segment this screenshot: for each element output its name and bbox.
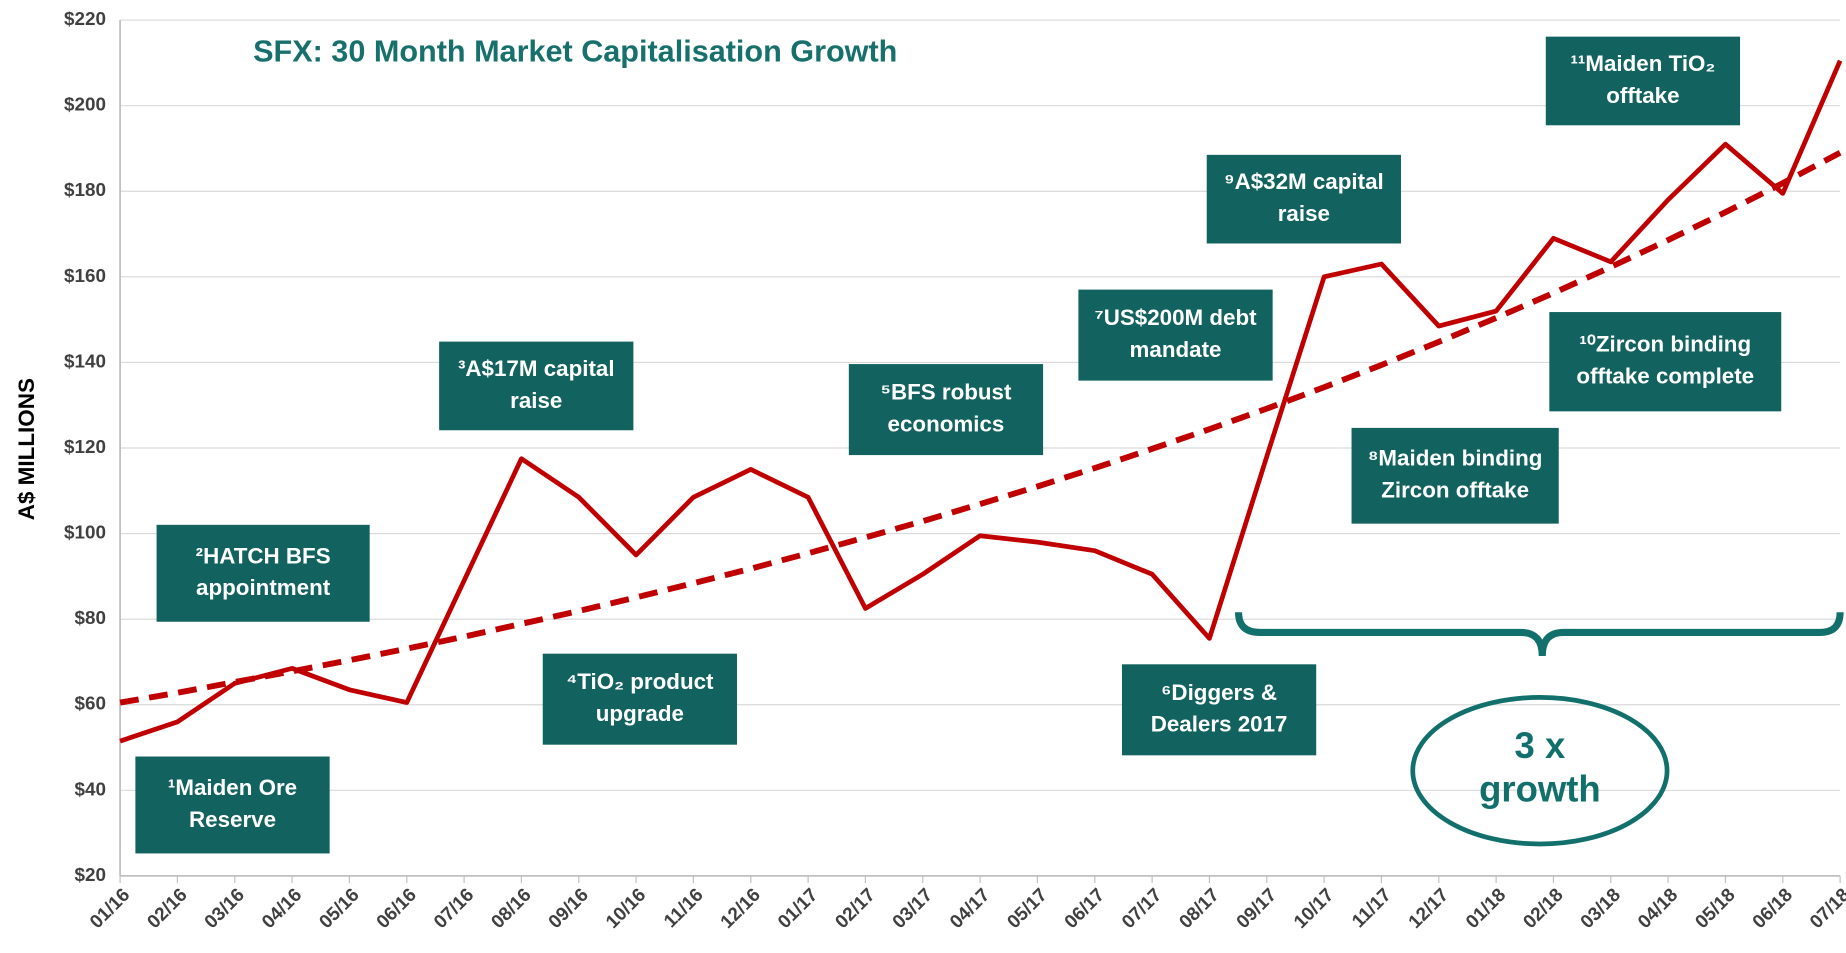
x-tick-label: 11/16 [659, 884, 706, 932]
callout-text: growth [1479, 769, 1601, 810]
x-tick-label: 03/18 [1576, 884, 1624, 932]
annotation-text: ⁹A$32M capital [1224, 169, 1384, 194]
x-tick-label: 08/16 [487, 884, 535, 932]
growth-ellipse [1410, 695, 1670, 847]
y-tick-label: $100 [64, 522, 106, 543]
x-tick-label: 10/16 [601, 884, 649, 932]
annotation-box [1351, 427, 1559, 524]
x-tick-label: 10/17 [1289, 884, 1337, 932]
annotation-text: ¹¹Maiden TiO₂ [1570, 51, 1715, 76]
annotation-box [542, 653, 737, 745]
annotation-text: Dealers 2017 [1151, 712, 1288, 737]
x-tick-label: 05/17 [1003, 884, 1051, 932]
x-tick-label: 06/18 [1748, 884, 1796, 932]
x-tick-label: 07/16 [429, 884, 477, 932]
annotation-text: offtake [1606, 83, 1679, 108]
annotation-box [848, 364, 1044, 456]
y-tick-label: $140 [64, 350, 106, 371]
x-tick-label: 06/16 [372, 884, 420, 932]
x-tick-label: 04/16 [257, 884, 305, 932]
x-tick-label: 07/17 [1117, 884, 1165, 932]
annotation-text: ⁶Diggers & [1161, 680, 1277, 705]
y-tick-label: $80 [75, 607, 106, 628]
x-tick-label: 02/18 [1519, 884, 1567, 932]
x-tick-label: 09/16 [544, 884, 592, 932]
x-tick-label: 01/17 [773, 884, 821, 932]
y-tick-label: $60 [75, 693, 106, 714]
annotation-text: Reserve [189, 807, 276, 832]
x-tick-label: 02/17 [831, 884, 879, 932]
annotation-box [1121, 664, 1317, 756]
annotation-text: raise [510, 388, 562, 413]
x-tick-label: 05/16 [315, 884, 363, 932]
annotation-text: ¹⁰Zircon binding [1579, 332, 1751, 357]
x-tick-label: 03/17 [888, 884, 936, 932]
annotation-text: raise [1278, 201, 1330, 226]
trend-line [119, 150, 1842, 706]
x-tick-label: 12/17 [1404, 884, 1452, 932]
annotation-text: ³A$17M capital [458, 356, 615, 381]
annotation-box [1549, 312, 1782, 412]
x-tick-label: 01/18 [1461, 884, 1509, 932]
annotation-text: ²HATCH BFS [196, 543, 331, 568]
x-tick-label: 05/18 [1691, 884, 1739, 932]
annotation-box [1078, 289, 1273, 381]
y-tick-label: $20 [75, 864, 106, 885]
x-tick-label: 02/16 [143, 884, 191, 932]
x-tick-label: 08/17 [1175, 884, 1223, 932]
annotation-text: upgrade [596, 701, 684, 726]
x-tick-label: 09/17 [1232, 884, 1280, 932]
y-tick-label: $180 [64, 179, 106, 200]
x-tick-label: 12/16 [716, 884, 764, 932]
annotation-box [1206, 154, 1401, 244]
x-tick-label: 07/18 [1805, 884, 1846, 932]
y-tick-label: $120 [64, 436, 106, 457]
x-tick-label: 06/17 [1060, 884, 1108, 932]
annotation-text: appointment [196, 575, 331, 600]
annotation-text: Zircon offtake [1381, 478, 1529, 503]
y-tick-label: $220 [64, 8, 106, 29]
annotation-text: ⁷US$200M debt [1094, 305, 1257, 330]
x-tick-label: 04/18 [1633, 884, 1681, 932]
callout-text: 3 x [1515, 725, 1566, 766]
y-axis-label: A$ MILLIONS [14, 378, 39, 520]
line [119, 59, 1843, 744]
annotation-box [156, 524, 370, 622]
annotation-text: economics [888, 411, 1005, 436]
y-tick-label: $160 [64, 265, 106, 286]
growth-brace [1234, 612, 1844, 657]
y-tick-label: $40 [75, 778, 106, 799]
annotation-text: ⁵BFS robust [880, 380, 1012, 405]
annotation-text: mandate [1130, 337, 1222, 362]
x-tick-label: 11/17 [1347, 884, 1394, 932]
x-tick-label: 01/16 [85, 884, 133, 932]
annotation-text: offtake complete [1576, 364, 1754, 389]
annotation-box [1545, 36, 1741, 126]
annotation-text: ⁸Maiden binding [1368, 446, 1543, 471]
annotation-box [439, 341, 634, 431]
y-tick-label: $200 [64, 94, 106, 115]
annotation-text: ⁴TiO₂ product [566, 669, 714, 694]
annotation-text: ¹Maiden Ore [168, 775, 297, 800]
x-tick-label: 04/17 [945, 884, 993, 932]
chart-title: SFX: 30 Month Market Capitalisation Grow… [253, 34, 897, 68]
x-tick-label: 03/16 [200, 884, 248, 932]
annotation-box [135, 756, 330, 854]
